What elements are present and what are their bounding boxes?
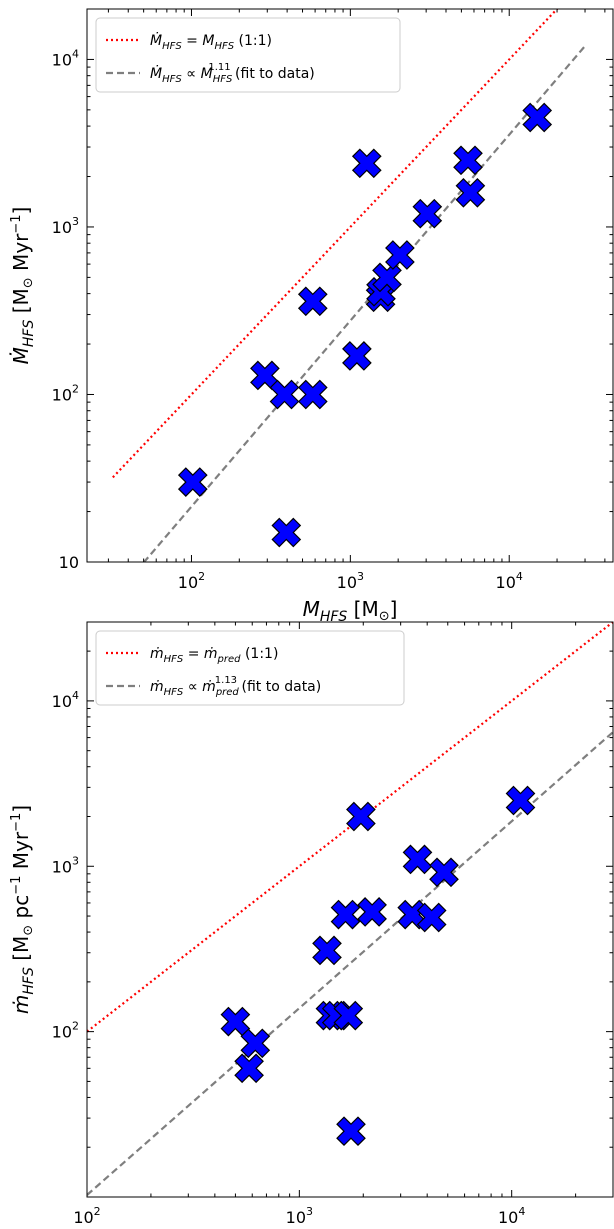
data-point: [312, 935, 342, 966]
legend-entry: ṀHFS ∝ MHFS1.11 (fit to data): [150, 62, 315, 85]
data-point: [330, 899, 361, 930]
legend-entry: ṁHFS = ṁpred (1:1): [150, 646, 278, 665]
x-axis-label: MHFS [M⊙]: [303, 597, 398, 625]
data-point: [240, 1028, 271, 1059]
y-axis-label: ṁHFS [M⊙ pc−1 Myr−1]: [9, 805, 37, 1014]
data-point: [346, 801, 376, 832]
x-tick-label: 104: [496, 570, 523, 592]
data-point: [357, 897, 387, 927]
y-tick-label: 102: [52, 382, 79, 404]
data-point: [333, 1000, 364, 1031]
data-point: [297, 379, 328, 410]
y-tick-label: 102: [52, 1020, 79, 1042]
legend: ṀHFS = MHFS (1:1) ṀHFS ∝ MHFS1.11 (fit to…: [95, 17, 401, 93]
data-point: [416, 902, 447, 933]
reference-lines: [112, 9, 586, 562]
y-tick-label: 103: [52, 854, 79, 876]
x-tick-label: 103: [337, 570, 364, 592]
axes-frame: [86, 621, 614, 1198]
x-tick-label: 103: [286, 1205, 313, 1227]
data-point: [234, 1053, 264, 1084]
data-point: [522, 102, 553, 133]
data-points: [177, 102, 553, 548]
legend-entry: ṀHFS = MHFS (1:1): [150, 31, 272, 52]
legend-box: [95, 630, 405, 706]
data-point: [412, 198, 443, 229]
data-point: [271, 517, 302, 548]
legend-box: [95, 17, 401, 93]
one-to-one-line: [112, 9, 559, 479]
chart-panel-2: 102103104102103104ṁpred [M⊙ pc−1 Myr−1]ṁ…: [9, 621, 614, 1227]
data-point: [336, 1116, 366, 1147]
chart-panel-1: 102 103 104 10 102 103 104 MHFS [M⊙] ṀHFS [M⊙ My…: [9, 8, 614, 625]
data-point: [385, 240, 415, 270]
one-to-one-line: [87, 622, 613, 1033]
x-tick-label: 104: [498, 1205, 525, 1227]
y-tick-label: 10: [59, 553, 79, 572]
y-tick-label: 104: [52, 47, 79, 69]
data-point: [453, 145, 483, 176]
data-point: [177, 467, 208, 497]
data-point: [402, 844, 433, 875]
legend: ṁHFS = ṁpred (1:1) ṁHFS ∝ ṁpred1.13 (fit …: [95, 630, 405, 706]
x-tick-label: 102: [178, 570, 205, 592]
legend-entry: ṁHFS ∝ ṁpred1.13 (fit to data): [150, 675, 321, 698]
data-points: [220, 785, 536, 1147]
y-tick-label: 103: [52, 215, 79, 237]
data-point: [269, 379, 300, 410]
y-tick-label: 104: [52, 689, 79, 711]
axis-ticks: [87, 8, 613, 563]
data-point: [297, 286, 328, 317]
x-tick-label: 102: [73, 1205, 100, 1227]
data-point: [342, 341, 372, 371]
data-point: [397, 899, 428, 930]
fit-line: [142, 45, 586, 562]
axis-ticks: [86, 621, 614, 1198]
data-point: [351, 148, 382, 179]
data-point: [505, 785, 536, 816]
data-point: [429, 857, 459, 888]
y-axis-label: ṀHFS [M⊙ Myr−1]: [9, 207, 37, 365]
data-point: [455, 177, 486, 208]
